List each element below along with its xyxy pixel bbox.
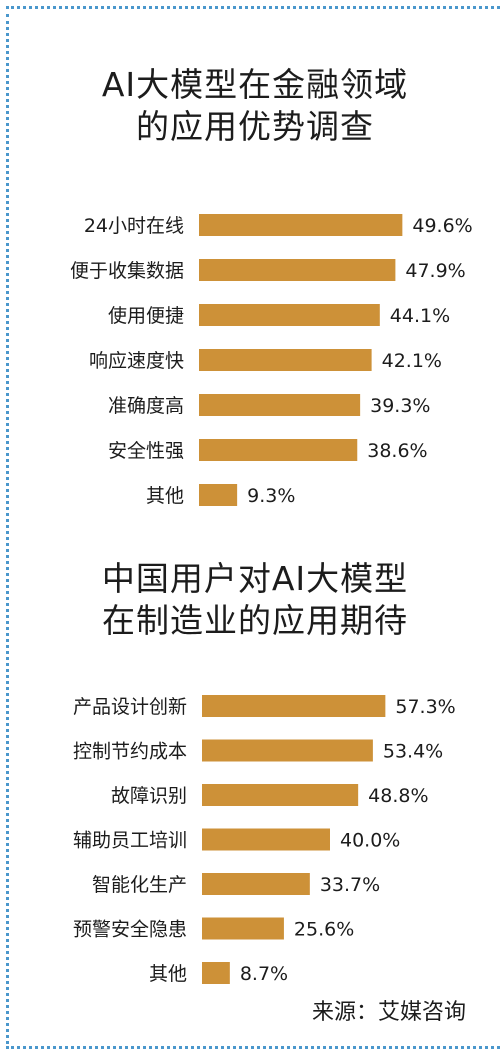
chart-2-bar bbox=[202, 739, 373, 762]
chart-1-title: AI大模型在金融领域 的应用优势调查 bbox=[40, 64, 470, 148]
chart-2-value-label: 57.3% bbox=[395, 696, 455, 718]
chart-1-category-label: 便于收集数据 bbox=[70, 260, 184, 282]
chart-2-bar bbox=[202, 828, 330, 851]
chart-1-svg: 24小时在线 49.6% 便于收集数据 47.9% 使用便捷 44.1% 响应速度快 42.1… bbox=[70, 214, 473, 507]
chart-1-category-label: 其他 bbox=[146, 485, 184, 507]
chart-1-bar bbox=[199, 484, 238, 506]
chart-2-value-label: 40.0% bbox=[340, 830, 400, 852]
dotted-border-bottom bbox=[6, 1046, 500, 1049]
chart-2-category-label: 辅助员工培训 bbox=[73, 830, 187, 852]
chart-2-category-label: 产品设计创新 bbox=[73, 696, 187, 718]
source-note: 来源：艾媒咨询 bbox=[311, 1000, 466, 1025]
chart-1-bar bbox=[199, 394, 361, 416]
chart-1-title-line-2: 的应用优势调查 bbox=[136, 107, 374, 146]
chart-1-category-label: 响应速度快 bbox=[89, 350, 184, 372]
chart-2-bar bbox=[202, 784, 359, 806]
chart-2-value-label: 8.7% bbox=[240, 963, 288, 985]
chart-1-category-label: 安全性强 bbox=[108, 440, 184, 462]
chart-2-title-line-1: 中国用户对AI大模型 bbox=[101, 559, 409, 598]
chart-1-bar bbox=[199, 214, 403, 236]
chart-1-bar bbox=[199, 304, 380, 326]
dotted-border-left bbox=[6, 14, 9, 1044]
chart-1-bar bbox=[199, 439, 358, 461]
chart-1-bar bbox=[199, 349, 372, 371]
chart-2-bar bbox=[202, 873, 310, 895]
chart-1-value-label: 47.9% bbox=[405, 260, 465, 282]
chart-2-category-label: 控制节约成本 bbox=[73, 741, 187, 763]
chart-2-category-label: 故障识别 bbox=[111, 785, 187, 807]
chart-2-bar bbox=[202, 962, 230, 984]
chart-2-value-label: 48.8% bbox=[368, 785, 428, 807]
chart-1-bar bbox=[199, 259, 396, 281]
chart-2-value-label: 33.7% bbox=[320, 874, 380, 896]
chart-2-category-label: 智能化生产 bbox=[92, 874, 187, 896]
chart-2-value-label: 25.6% bbox=[294, 919, 354, 941]
chart-1-title-line-1: AI大模型在金融领域 bbox=[101, 65, 409, 104]
chart-1-category-label: 准确度高 bbox=[108, 395, 184, 417]
chart-1-value-label: 38.6% bbox=[367, 440, 427, 462]
chart-2-bar bbox=[202, 695, 386, 717]
chart-2-svg: 产品设计创新 57.3% 控制节约成本 53.4% 故障识别 48.8% 辅助员工培训 40.… bbox=[73, 695, 456, 985]
chart-1-finance-advantages: 24小时在线 49.6% 便于收集数据 47.9% 使用便捷 44.1% 响应速度快 42.1… bbox=[0, 205, 500, 515]
chart-2-title: 中国用户对AI大模型 在制造业的应用期待 bbox=[40, 558, 470, 642]
chart-1-category-label: 24小时在线 bbox=[84, 215, 184, 237]
chart-2-title-line-2: 在制造业的应用期待 bbox=[102, 601, 408, 640]
dotted-border-top bbox=[6, 6, 500, 9]
chart-2-category-label: 预警安全隐患 bbox=[73, 919, 187, 941]
chart-1-value-label: 39.3% bbox=[370, 395, 430, 417]
chart-1-value-label: 9.3% bbox=[247, 485, 295, 507]
chart-1-value-label: 42.1% bbox=[382, 350, 442, 372]
chart-1-value-label: 49.6% bbox=[412, 215, 472, 237]
chart-1-value-label: 44.1% bbox=[390, 305, 450, 327]
chart-2-manufacturing-expectations: 产品设计创新 57.3% 控制节约成本 53.4% 故障识别 48.8% 辅助员工培训 40.… bbox=[0, 684, 500, 994]
chart-2-bar bbox=[202, 917, 284, 940]
chart-2-category-label: 其他 bbox=[149, 963, 187, 985]
chart-2-value-label: 53.4% bbox=[383, 741, 443, 763]
chart-1-category-label: 使用便捷 bbox=[108, 305, 184, 327]
